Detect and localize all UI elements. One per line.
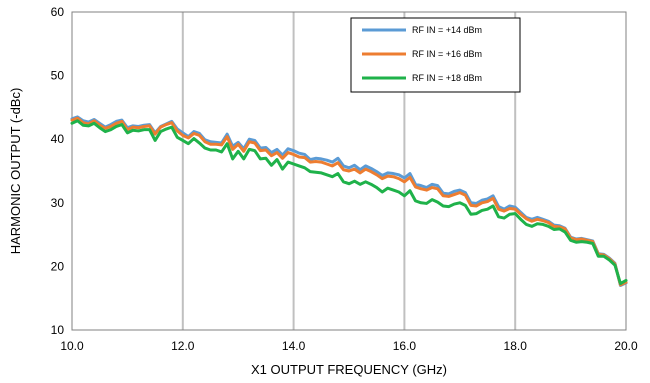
x-tick-label: 20.0 [614, 339, 638, 353]
y-tick-label: 60 [51, 5, 65, 19]
y-tick-label: 50 [51, 69, 65, 83]
y-tick-label: 40 [51, 132, 65, 146]
plot-area-frame [71, 11, 627, 331]
x-tick-label: 16.0 [393, 339, 417, 353]
x-tick-label: 18.0 [504, 339, 528, 353]
y-axis-title: HARMONIC OUTPUT (-dBc) [8, 88, 23, 255]
legend-label: RF IN = +16 dBm [412, 49, 482, 59]
x-axis-title: X1 OUTPUT FREQUENCY (GHz) [251, 362, 447, 377]
x-tick-labels: 10.0 12.0 14.0 16.0 18.0 20.0 [60, 339, 638, 353]
series-line-1 [70, 115, 628, 287]
x-tick-label: 14.0 [282, 339, 306, 353]
y-tick-label: 20 [51, 259, 65, 273]
series-line-3 [70, 119, 628, 286]
y-tick-labels: 10 20 30 40 50 60 [51, 5, 65, 337]
y-tick-label: 30 [51, 196, 65, 210]
x-tick-label: 12.0 [171, 339, 195, 353]
x-tick-label: 10.0 [60, 339, 84, 353]
legend: RF IN = +14 dBm RF IN = +16 dBm RF IN = +1… [350, 17, 521, 93]
legend-label: RF IN = +18 dBm [412, 73, 482, 83]
y-tick-label: 10 [51, 323, 65, 337]
series-line-2 [70, 116, 628, 287]
legend-label: RF IN = +14 dBm [412, 25, 482, 35]
series-lines [70, 115, 628, 287]
